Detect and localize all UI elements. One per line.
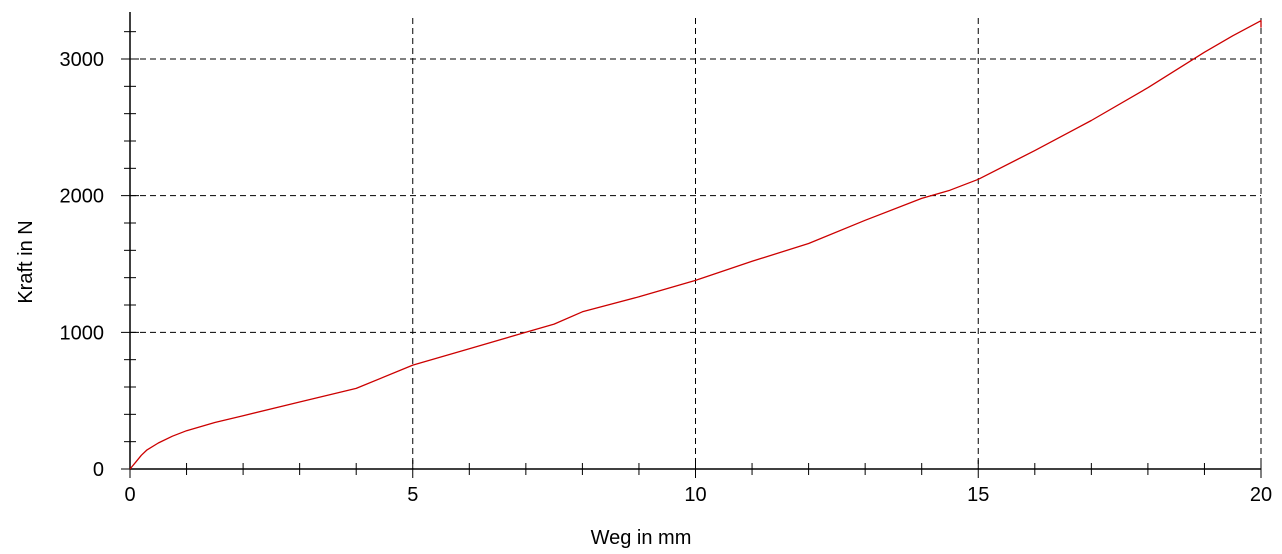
x-tick-label-10: 10 xyxy=(684,484,706,506)
series-line-0 xyxy=(129,20,1262,470)
series xyxy=(129,20,1262,470)
y-tick-label-1000: 1000 xyxy=(60,322,105,344)
y-axis-label: Kraft in N xyxy=(15,220,37,303)
x-tick-label-5: 5 xyxy=(407,484,418,506)
tick-marks xyxy=(121,31,1262,478)
y-tick-label-2000: 2000 xyxy=(60,186,105,208)
tick-labels: 0 5 10 15 20 0 1000 2000 3000 xyxy=(60,49,1273,506)
y-tick-label-3000: 3000 xyxy=(60,49,105,71)
y-tick-label-0: 0 xyxy=(93,459,104,481)
x-tick-label-0: 0 xyxy=(124,484,135,506)
x-tick-label-20: 20 xyxy=(1250,484,1272,506)
grid-lines xyxy=(130,18,1262,469)
x-axis-label: Weg in mm xyxy=(591,527,692,549)
x-tick-label-15: 15 xyxy=(967,484,989,506)
